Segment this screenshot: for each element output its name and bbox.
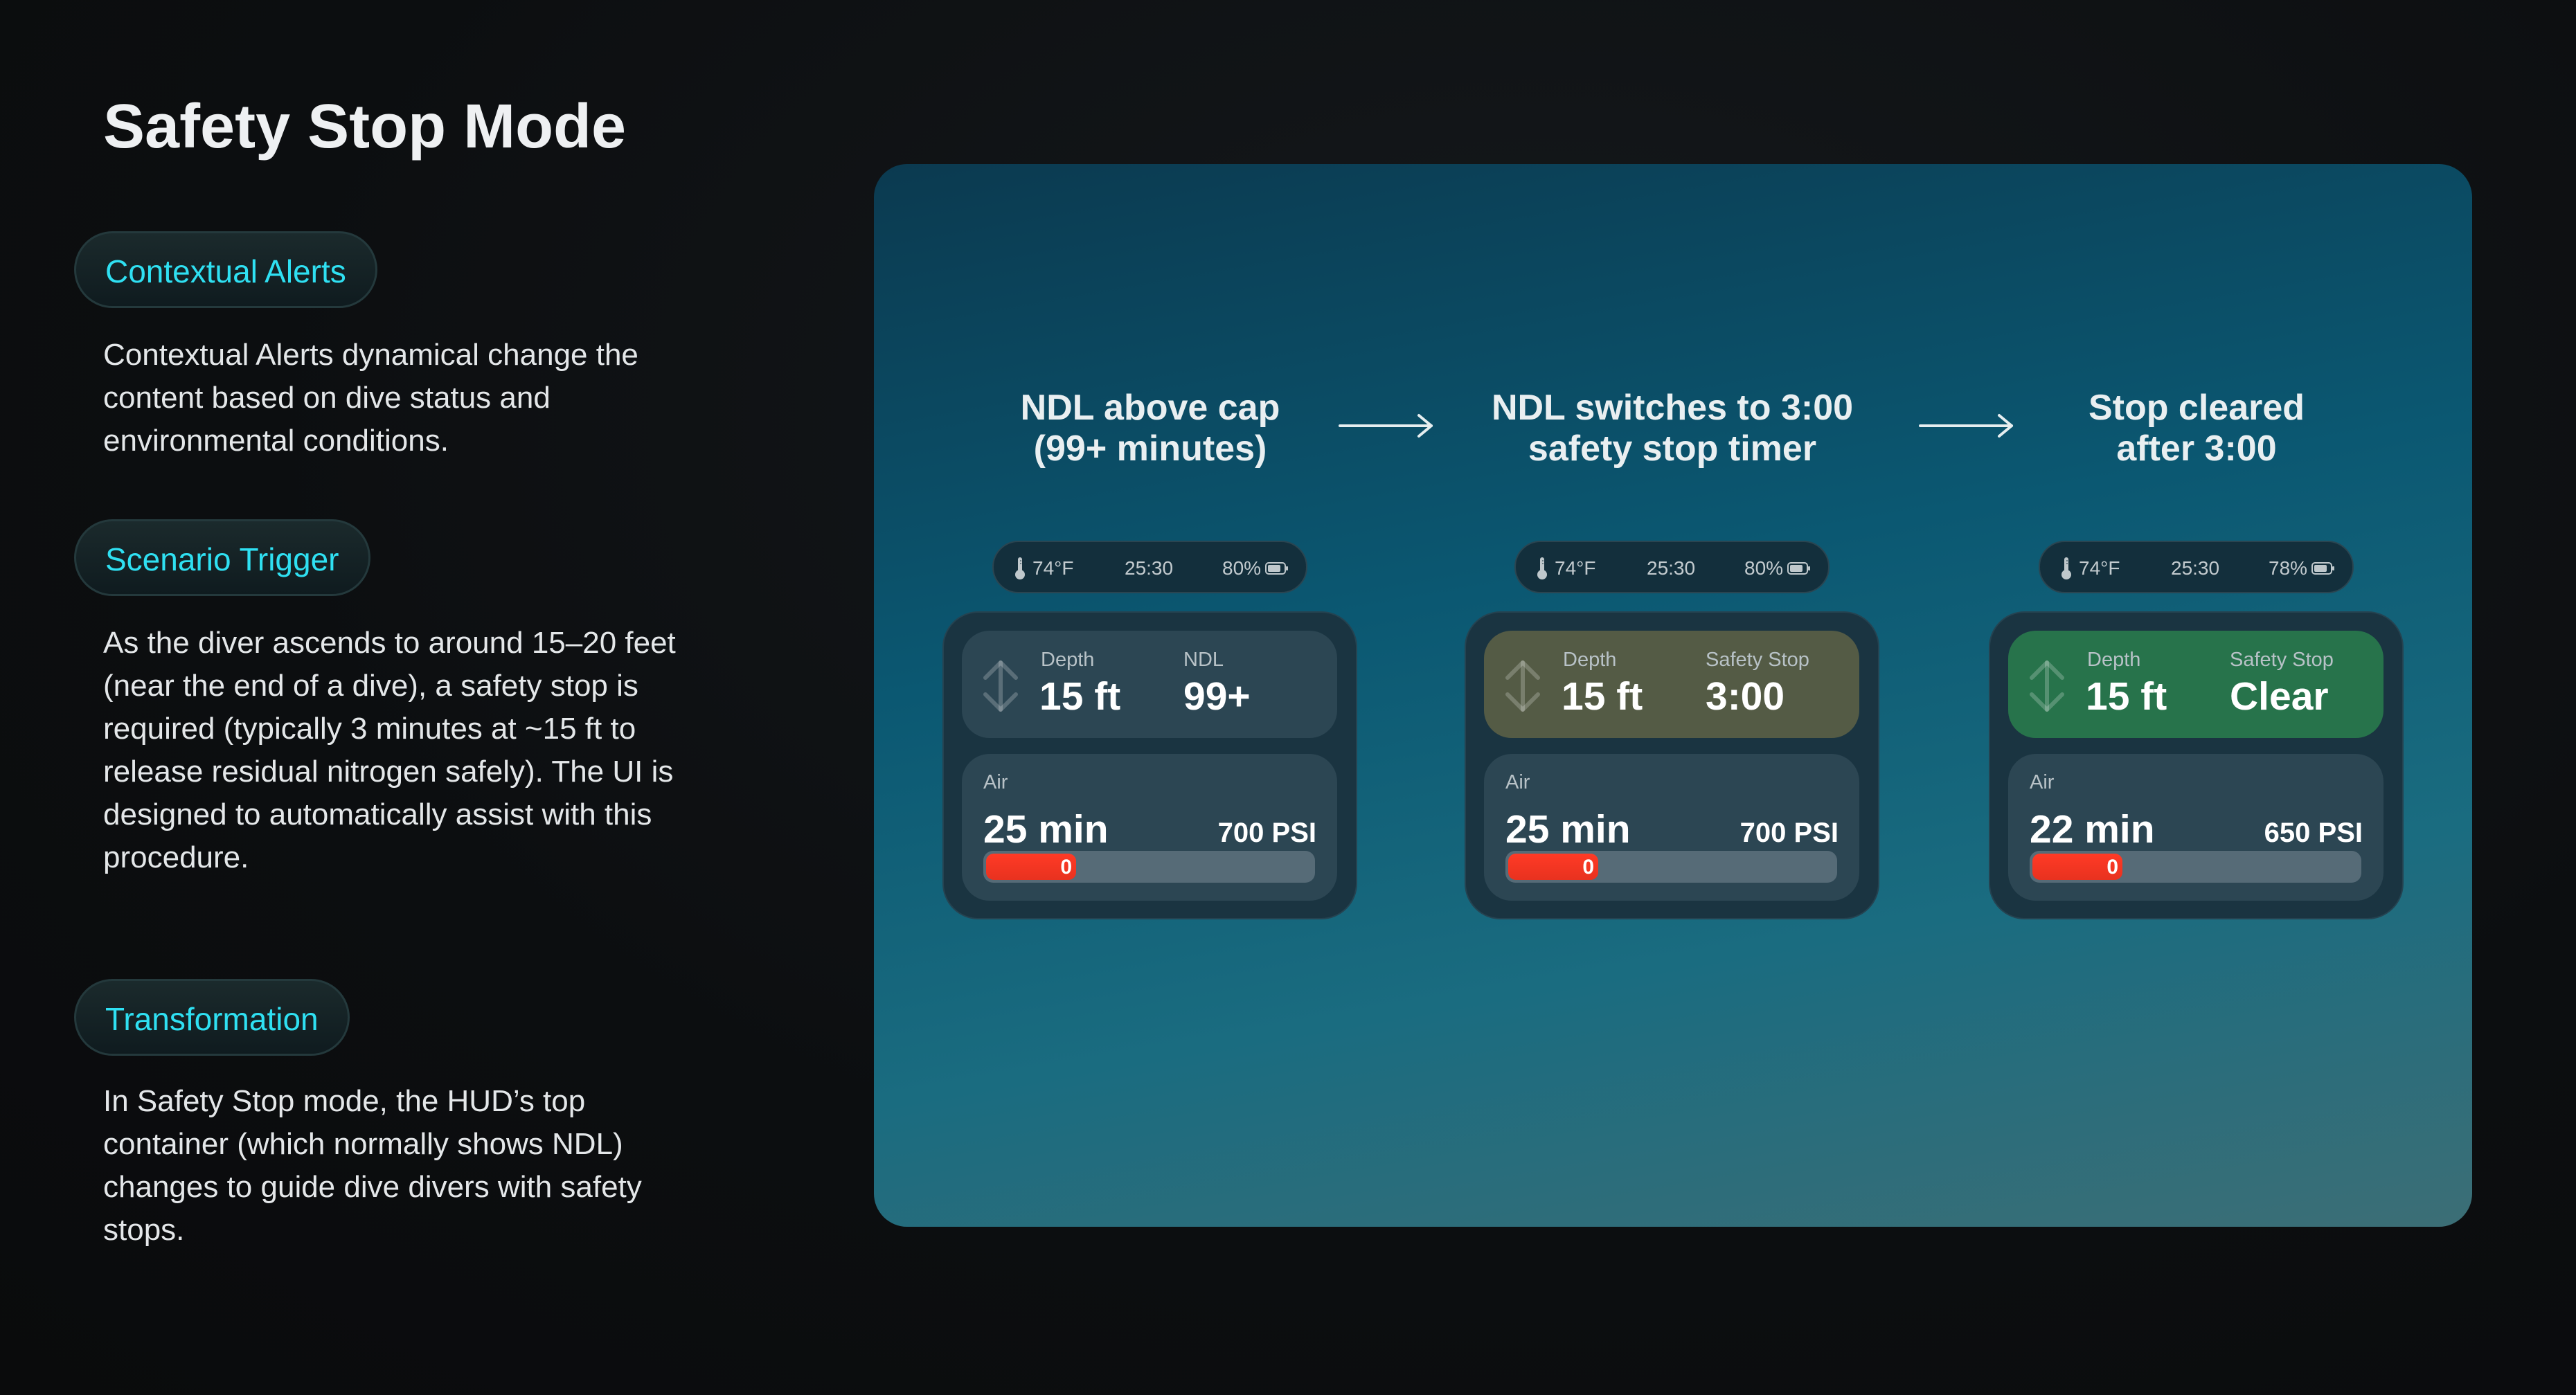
status-bar: 74°F 25:30 78% (2039, 541, 2354, 593)
air-progress-fill: 0 (1508, 854, 1599, 880)
step-caption: NDL switches to 3:00 safety stop timer (1430, 388, 1915, 469)
battery-icon (2311, 562, 2334, 575)
depth-label: Depth (2087, 649, 2141, 671)
caption-line-1: Stop cleared (2088, 388, 2305, 428)
air-container: Air 25 min 700 PSI 0 (1484, 754, 1859, 901)
depth-value: 15 ft (1562, 674, 1643, 719)
battery-level: 80% (1222, 557, 1262, 579)
air-progress-bar: 0 (983, 851, 1315, 883)
ndl-safety-stop-label: Safety Stop (1706, 649, 1809, 671)
depth-ndl-container: Depth 15 ft NDL 99+ (962, 631, 1337, 738)
tank-pressure: 650 PSI (2264, 818, 2363, 848)
thermometer-icon (1537, 557, 1547, 579)
section-pill-contextual-alerts: Contextual Alerts (74, 231, 377, 308)
tank-pressure: 700 PSI (1739, 818, 1839, 848)
section-text-scenario-trigger: As the diver ascends to around 15–20 fee… (103, 626, 676, 874)
arrow-right-icon (1919, 414, 2013, 438)
ndl-safety-stop-value: Clear (2230, 674, 2329, 719)
depth-value: 15 ft (1039, 674, 1121, 719)
battery-level: 80% (1744, 557, 1784, 579)
ndl-safety-stop-label: Safety Stop (2230, 649, 2334, 671)
air-progress-bar: 0 (2030, 851, 2361, 883)
step-caption: Stop cleared after 3:00 (1954, 388, 2439, 469)
ndl-safety-stop-label: NDL (1183, 649, 1224, 671)
air-label: Air (2030, 771, 2055, 793)
step-caption: NDL above cap (99+ minutes) (908, 388, 1393, 469)
section-pill-transformation: Transformation (74, 979, 350, 1056)
caption-line-1: NDL switches to 3:00 (1491, 388, 1854, 428)
arrow-right-icon (1339, 414, 1433, 438)
ascend-descend-arrow-icon (1505, 660, 1540, 712)
hud-card: Depth 15 ft NDL 99+ Air 25 min 700 PSI 0 (942, 611, 1357, 919)
section-pill-scenario-trigger: Scenario Trigger (74, 519, 370, 596)
water-temperature: 74°F (1555, 557, 1596, 579)
caption-line-2: after 3:00 (2116, 429, 2277, 469)
air-progress-fill: 0 (2032, 854, 2123, 880)
hud-card: Depth 15 ft Safety Stop Clear Air 22 min… (1989, 611, 2404, 919)
air-progress-fill: 0 (986, 854, 1077, 880)
section-text-contextual-alerts: Contextual Alerts dynamical change the c… (103, 338, 638, 458)
page-title: Safety Stop Mode (103, 92, 627, 161)
depth-value: 15 ft (2086, 674, 2167, 719)
depth-label: Depth (1563, 649, 1617, 671)
depth-label: Depth (1041, 649, 1095, 671)
dive-time: 25:30 (1647, 557, 1696, 579)
dive-time: 25:30 (2171, 557, 2220, 579)
status-bar: 74°F 25:30 80% (1514, 541, 1830, 593)
air-progress-label: 0 (1060, 856, 1073, 879)
air-progress-label: 0 (1582, 856, 1595, 879)
hud-card: Depth 15 ft Safety Stop 3:00 Air 25 min … (1465, 611, 1879, 919)
hud-preview-panel: NDL above cap (99+ minutes) 74°F 25:30 8… (874, 164, 2472, 1227)
air-time-value: 25 min (1505, 807, 1631, 852)
caption-line-2: safety stop timer (1528, 429, 1817, 469)
caption-line-1: NDL above cap (1020, 388, 1280, 428)
water-temperature: 74°F (2079, 557, 2120, 579)
dive-time: 25:30 (1125, 557, 1174, 579)
battery-icon (1787, 562, 1810, 575)
battery-level: 78% (2269, 557, 2308, 579)
depth-ndl-container: Depth 15 ft Safety Stop Clear (2008, 631, 2383, 738)
air-progress-bar: 0 (1505, 851, 1837, 883)
air-container: Air 22 min 650 PSI 0 (2008, 754, 2383, 901)
ascend-descend-arrow-icon (2030, 660, 2064, 712)
status-bar: 74°F 25:30 80% (992, 541, 1307, 593)
air-time-value: 25 min (983, 807, 1109, 852)
air-container: Air 25 min 700 PSI 0 (962, 754, 1337, 901)
tank-pressure: 700 PSI (1217, 818, 1316, 848)
ndl-safety-stop-value: 99+ (1183, 674, 1251, 719)
air-label: Air (983, 771, 1008, 793)
air-label: Air (1505, 771, 1530, 793)
ascend-descend-arrow-icon (983, 660, 1018, 712)
air-progress-label: 0 (2107, 856, 2119, 879)
water-temperature: 74°F (1032, 557, 1074, 579)
depth-ndl-container: Depth 15 ft Safety Stop 3:00 (1484, 631, 1859, 738)
air-time-value: 22 min (2030, 807, 2155, 852)
thermometer-icon (1015, 557, 1025, 579)
section-text-transformation: In Safety Stop mode, the HUD’s top conta… (103, 1084, 642, 1247)
caption-line-2: (99+ minutes) (1033, 429, 1267, 469)
ndl-safety-stop-value: 3:00 (1706, 674, 1785, 719)
battery-icon (1265, 562, 1288, 575)
thermometer-icon (2061, 557, 2071, 579)
